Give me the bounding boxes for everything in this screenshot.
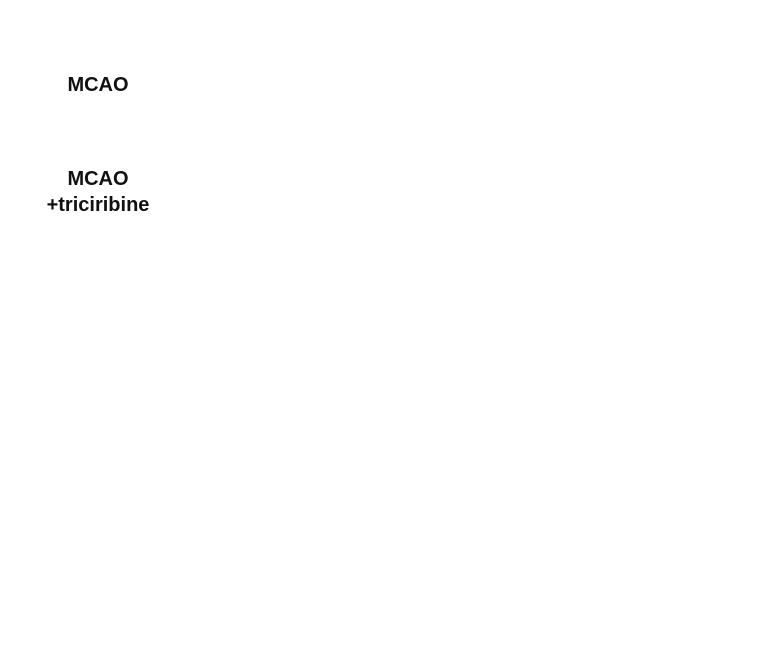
column-label: WT	[290, 3, 321, 25]
y-tick-label: 20	[172, 429, 194, 451]
x-tick-label: WT	[497, 599, 528, 621]
error-bar	[506, 375, 519, 415]
y-tick-label: 10	[172, 503, 194, 525]
row-label: MCAO	[67, 74, 129, 96]
infarct-stain	[716, 176, 764, 210]
y-tick-label: 30	[172, 356, 194, 378]
brain-slice	[713, 65, 767, 105]
bar	[354, 489, 429, 587]
infarct-stain	[485, 169, 555, 217]
bar	[475, 394, 550, 587]
brain-slice	[320, 62, 382, 108]
group-label: +triciribine	[522, 643, 625, 665]
x-tick-label: KO	[377, 599, 407, 621]
bar	[233, 416, 308, 587]
error-bar	[385, 471, 398, 510]
brain-slice	[558, 167, 629, 219]
row-label: MCAO +triciribine	[46, 168, 150, 216]
brain-slice	[322, 171, 381, 215]
brain-slice	[407, 67, 457, 103]
brain-slice	[637, 171, 696, 215]
error-bar	[264, 394, 277, 440]
x-tick-label: KO	[619, 599, 649, 621]
infarct-stain	[410, 69, 447, 101]
column-label: KO	[610, 3, 640, 25]
brain-slice	[237, 60, 305, 110]
infarct-stain	[411, 178, 446, 208]
brain-slice	[714, 174, 766, 212]
y-tick-label: 40	[172, 282, 194, 304]
image-panel	[479, 37, 771, 133]
error-bar	[627, 331, 640, 400]
image-panel	[149, 37, 463, 133]
infarct-stain	[559, 61, 628, 109]
infarct-stain	[324, 65, 370, 105]
infarct-stain	[242, 172, 290, 214]
y-axis-label: Area of Infarct (Percent Total)	[119, 370, 165, 509]
significance-label: *	[388, 449, 396, 471]
infarct-stain	[715, 68, 765, 102]
brain-slice	[238, 169, 303, 217]
infarct-stain	[560, 170, 626, 216]
brain-slice	[481, 57, 559, 113]
brain-slice	[556, 58, 630, 112]
infarct-stain	[325, 174, 369, 212]
comparison-label: n.s	[564, 280, 593, 302]
infarct-stain	[483, 60, 557, 110]
infarct-stain	[639, 174, 694, 212]
image-panel	[479, 144, 771, 242]
image-panels	[149, 37, 771, 242]
bar	[596, 364, 671, 587]
infarct-stain	[240, 63, 291, 107]
brain-slice	[483, 166, 557, 220]
infarct-stain	[638, 65, 696, 105]
brain-slice	[408, 176, 456, 210]
brain-slice	[636, 62, 698, 108]
x-tick-label: WT	[255, 599, 286, 621]
y-tick-label: 0	[183, 576, 194, 598]
image-panel	[149, 144, 463, 242]
infarct-stain	[160, 172, 210, 214]
